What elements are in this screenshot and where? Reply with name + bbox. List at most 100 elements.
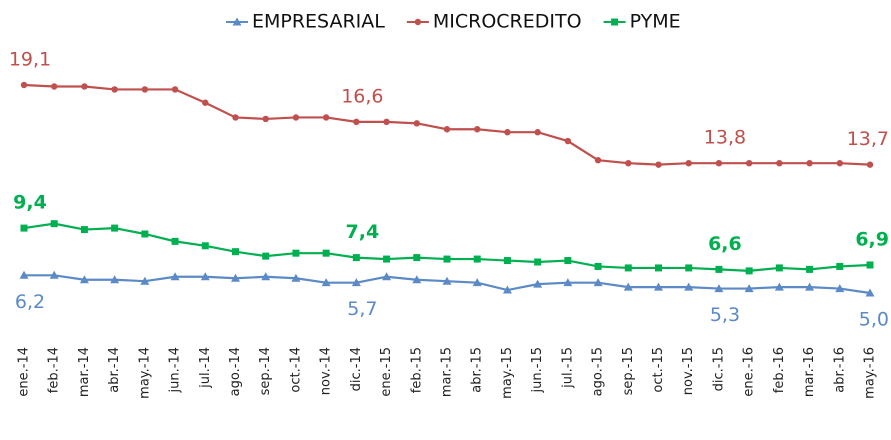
point	[19, 270, 29, 279]
point	[611, 18, 619, 26]
x-tick-label: sep.-15	[621, 347, 636, 395]
point	[685, 159, 692, 167]
legend-label: MICROCREDITO	[433, 11, 582, 33]
x-tick-label: jun.-15	[530, 347, 545, 393]
point	[352, 254, 360, 262]
point	[51, 83, 58, 90]
x-tick-label: mar.-16	[802, 347, 817, 397]
point	[261, 272, 271, 281]
point	[534, 258, 542, 266]
point	[292, 114, 300, 121]
point	[291, 273, 301, 282]
point	[836, 159, 843, 167]
point	[504, 129, 511, 136]
legend-label: EMPRESARIAL	[252, 11, 385, 33]
point	[110, 275, 120, 284]
point	[80, 226, 88, 234]
point	[774, 282, 784, 291]
point	[472, 278, 482, 287]
point	[262, 252, 270, 260]
point	[322, 249, 330, 257]
point	[171, 86, 179, 93]
x-tick-label: oct.-14	[288, 347, 303, 393]
point	[442, 276, 452, 285]
point	[594, 262, 602, 270]
x-tick-label: jul.-14	[198, 347, 213, 389]
data-label: 5,7	[347, 298, 377, 320]
point	[201, 242, 209, 250]
point	[351, 278, 361, 287]
data-label: 13,8	[704, 127, 746, 149]
point	[655, 264, 662, 272]
point	[715, 265, 723, 273]
point	[321, 278, 331, 287]
x-tick-label: ago.-15	[591, 347, 606, 396]
data-label: 5,0	[859, 309, 889, 331]
point	[564, 137, 572, 145]
x-tick-label: abr.-16	[832, 347, 847, 393]
x-tick-label: mar.-14	[77, 347, 92, 397]
point	[20, 81, 28, 89]
point	[49, 270, 59, 279]
x-tick-label: may.-15	[500, 347, 515, 399]
point	[232, 114, 239, 121]
point	[111, 86, 118, 93]
x-tick-label: feb.-15	[409, 347, 424, 393]
point	[353, 118, 360, 126]
data-label: 6,2	[15, 291, 45, 313]
point	[623, 282, 633, 291]
point	[776, 159, 783, 167]
series-line	[23, 83, 871, 166]
point	[744, 284, 754, 293]
legend-label: PYME	[630, 11, 681, 33]
point	[684, 282, 694, 291]
point	[111, 224, 119, 232]
point	[685, 264, 693, 272]
point	[594, 157, 602, 164]
data-label: 6,9	[855, 228, 889, 250]
x-tick-label: jun.-14	[168, 347, 183, 393]
x-tick-label: feb.-14	[47, 347, 62, 393]
point	[806, 159, 813, 167]
x-tick-label: ene.-16	[742, 347, 757, 397]
point	[50, 220, 58, 228]
data-label: 6,6	[708, 233, 742, 255]
x-tick-label: ago.-14	[228, 347, 243, 396]
point	[412, 275, 422, 284]
point	[593, 278, 603, 287]
point	[655, 161, 662, 168]
point	[563, 278, 573, 287]
point	[474, 126, 481, 133]
point	[141, 230, 149, 238]
point	[443, 255, 451, 263]
x-tick-label: oct.-15	[651, 347, 666, 393]
data-label: 9,4	[13, 192, 47, 214]
x-tick-label: jul.-15	[560, 347, 575, 389]
data-label: 7,4	[346, 221, 380, 243]
point	[564, 257, 572, 265]
point	[171, 237, 179, 245]
data-label: 19,1	[9, 49, 51, 71]
point	[20, 224, 28, 232]
x-tick-label: abr.-14	[107, 347, 122, 393]
point	[322, 114, 330, 121]
data-label: 13,7	[847, 128, 889, 150]
point	[140, 276, 150, 285]
point	[625, 159, 632, 167]
point	[414, 18, 422, 26]
data-label: 16,6	[341, 85, 383, 107]
x-tick-label: ene.-15	[379, 347, 394, 397]
point	[202, 99, 209, 106]
point	[81, 83, 88, 90]
point	[836, 262, 844, 270]
point	[141, 86, 149, 93]
point	[383, 255, 391, 263]
point	[866, 161, 874, 168]
point	[382, 272, 392, 281]
point	[624, 264, 632, 272]
point	[745, 267, 753, 275]
point	[866, 261, 874, 269]
point	[533, 279, 543, 288]
point	[473, 255, 481, 263]
